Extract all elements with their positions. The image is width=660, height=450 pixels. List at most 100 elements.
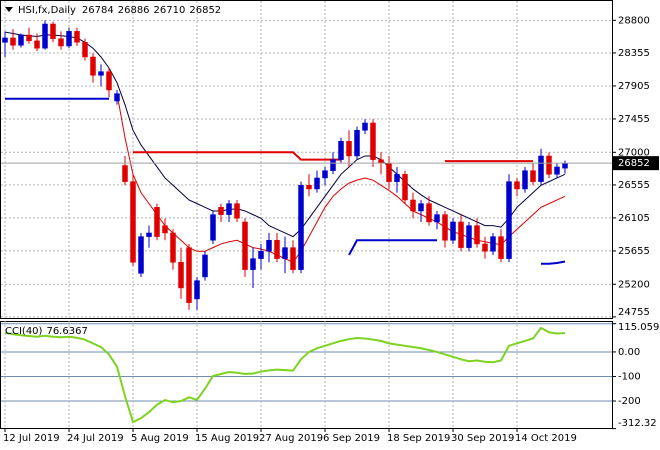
candle-body (138, 236, 144, 274)
candle-body (18, 34, 24, 46)
cci-last: 76.6367 (46, 326, 87, 337)
x-tick-label: 27 Aug 2019 (259, 433, 323, 444)
y-tick-label: -312.32 (618, 418, 657, 429)
candle-body (114, 93, 120, 102)
candle-body (218, 207, 224, 215)
main-plot (1, 1, 612, 318)
candle-body (162, 225, 168, 234)
candle-body (562, 162, 568, 169)
candle-body (386, 163, 392, 182)
candle-body (226, 203, 232, 215)
y-tick-label: 27455 (618, 114, 650, 125)
candle-body (402, 174, 408, 201)
candle-body (154, 207, 160, 237)
candle-body (34, 40, 40, 49)
candle-body (194, 280, 200, 300)
candle-body (50, 23, 56, 39)
candle-body (306, 185, 312, 190)
x-tick-label: 5 Aug 2019 (131, 433, 189, 444)
candle-body (10, 37, 16, 46)
candle-body (434, 214, 440, 223)
candle-body (242, 221, 248, 270)
candle-body (498, 236, 504, 259)
series-line (348, 239, 437, 256)
candle-body (474, 225, 480, 245)
candle-body (210, 214, 216, 241)
chart-title: HSI,fx,Daily (18, 5, 76, 16)
candle-body (490, 236, 496, 252)
y-tick-label: 27905 (618, 81, 650, 92)
y-tick-label: -200 (618, 396, 641, 407)
candle-body (410, 199, 416, 212)
last-price-label: 26852 (618, 158, 650, 169)
candle-body (58, 38, 64, 47)
candle-body (314, 177, 320, 190)
y-tick-label: 28355 (618, 48, 650, 59)
series-line (4, 31, 566, 238)
candle-body (514, 181, 520, 190)
y-tick-label: 115.0594 (618, 322, 660, 333)
candle-body (522, 170, 528, 190)
candle-body (98, 71, 104, 76)
y-tick-label: 25655 (618, 246, 650, 257)
y-tick-label: 27000 (618, 147, 650, 158)
candle-body (458, 221, 464, 248)
candle-body (178, 262, 184, 289)
candle-body (66, 31, 72, 47)
candle-body (266, 240, 272, 252)
candle-body (234, 203, 240, 219)
candle-body (554, 166, 560, 175)
y-tick-label: 25200 (618, 279, 650, 290)
last-open: 26784 (82, 5, 114, 16)
candle-body (26, 34, 32, 42)
x-tick-label: 15 Aug 2019 (195, 433, 259, 444)
axes: 28800 28355 27905 27455 27000 26555 26105 25655… (3, 15, 660, 444)
candle-body (282, 247, 288, 259)
candle-body (290, 247, 296, 270)
cci-panel (0, 321, 613, 429)
candle-body (354, 130, 360, 157)
candle-body (450, 221, 456, 241)
menu-icon[interactable] (5, 7, 13, 12)
series-line (133, 151, 341, 161)
candle-body (394, 174, 400, 182)
y-tick-label: 26105 (618, 213, 650, 224)
candle-body (346, 141, 352, 157)
candle-body (42, 23, 48, 49)
last-price-box (613, 156, 659, 171)
candle-body (362, 122, 368, 131)
y-tick-label: 26555 (618, 180, 650, 191)
candle-body (82, 42, 88, 58)
candle-body (186, 247, 192, 303)
candle-body (322, 170, 328, 179)
candle-body (170, 232, 176, 263)
candle-body (370, 122, 376, 160)
candle-body (74, 31, 80, 43)
candle-body (538, 155, 544, 182)
candle-body (442, 214, 448, 241)
candle-body (250, 258, 256, 270)
candle-body (90, 56, 96, 76)
y-tick-label: 0.00 (618, 347, 640, 358)
candle-body (546, 155, 552, 175)
candle-body (202, 254, 208, 278)
series-line (541, 260, 566, 265)
candle-body (466, 225, 472, 248)
candle-body (122, 165, 128, 182)
series-line (4, 326, 566, 424)
candle-body (258, 251, 264, 259)
candle-body (106, 71, 112, 91)
cci-title: CCI(40) (5, 326, 43, 337)
candle-body (338, 141, 344, 160)
candle-body (530, 170, 536, 182)
x-tick-label: 18 Sep 2019 (387, 433, 450, 444)
y-tick-label: 28800 (618, 15, 650, 26)
x-tick-label: 14 Oct 2019 (515, 433, 577, 444)
y-tick-label: -100 (618, 371, 641, 382)
x-tick-label: 12 Jul 2019 (3, 433, 60, 444)
candle-body (418, 203, 424, 212)
x-tick-label: 6 Sep 2019 (323, 433, 380, 444)
last-high: 26886 (118, 5, 150, 16)
